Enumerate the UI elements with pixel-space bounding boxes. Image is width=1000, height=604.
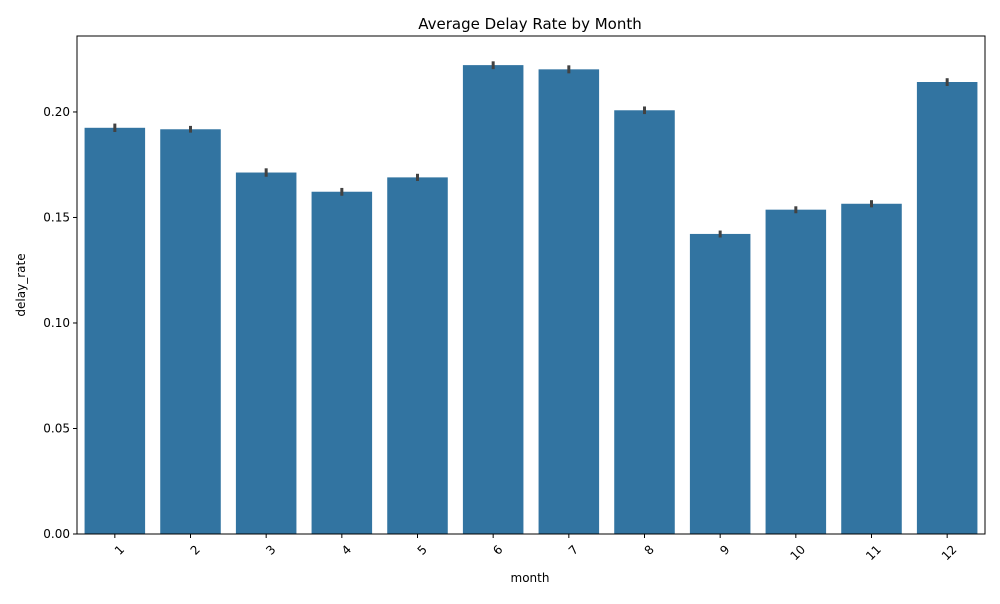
chart-title: Average Delay Rate by Month bbox=[418, 15, 642, 33]
y-tick-label: 0.05 bbox=[43, 421, 70, 435]
x-tick-label: 12 bbox=[939, 542, 960, 563]
x-tick-label: 9 bbox=[717, 542, 732, 557]
bar-month-4 bbox=[311, 191, 373, 534]
bar-month-9 bbox=[689, 233, 751, 534]
x-tick-label: 5 bbox=[415, 542, 430, 557]
error-bars-layer bbox=[113, 61, 949, 238]
x-tick-label: 6 bbox=[490, 542, 505, 557]
y-tick-label: 0.15 bbox=[43, 210, 70, 224]
x-tick-label: 8 bbox=[642, 542, 657, 557]
y-tick-label: 0.20 bbox=[43, 105, 70, 119]
bar-month-10 bbox=[765, 209, 827, 535]
x-tick-label: 2 bbox=[188, 542, 203, 557]
bar-month-3 bbox=[235, 172, 297, 535]
bar-month-7 bbox=[538, 69, 600, 535]
bar-month-12 bbox=[916, 82, 978, 534]
bars-layer bbox=[84, 65, 978, 535]
x-axis-label: month bbox=[511, 571, 550, 585]
bar-month-1 bbox=[84, 127, 146, 535]
bar-month-2 bbox=[160, 129, 221, 535]
plot-frame bbox=[76, 35, 986, 535]
x-tick-label: 4 bbox=[339, 542, 354, 557]
x-tick-label: 3 bbox=[263, 542, 278, 557]
y-tick-label: 0.00 bbox=[43, 527, 70, 541]
x-tick-label: 10 bbox=[787, 542, 808, 563]
bar-month-11 bbox=[841, 203, 902, 534]
y-axis-label: delay_rate bbox=[14, 253, 28, 316]
bar-month-5 bbox=[387, 177, 448, 535]
x-tick-label: 1 bbox=[112, 542, 127, 557]
bar-month-6 bbox=[462, 65, 524, 535]
bar-month-8 bbox=[614, 110, 675, 535]
x-tick-label: 11 bbox=[863, 542, 884, 563]
y-tick-label: 0.10 bbox=[43, 316, 70, 330]
x-tick-label: 7 bbox=[566, 542, 581, 557]
